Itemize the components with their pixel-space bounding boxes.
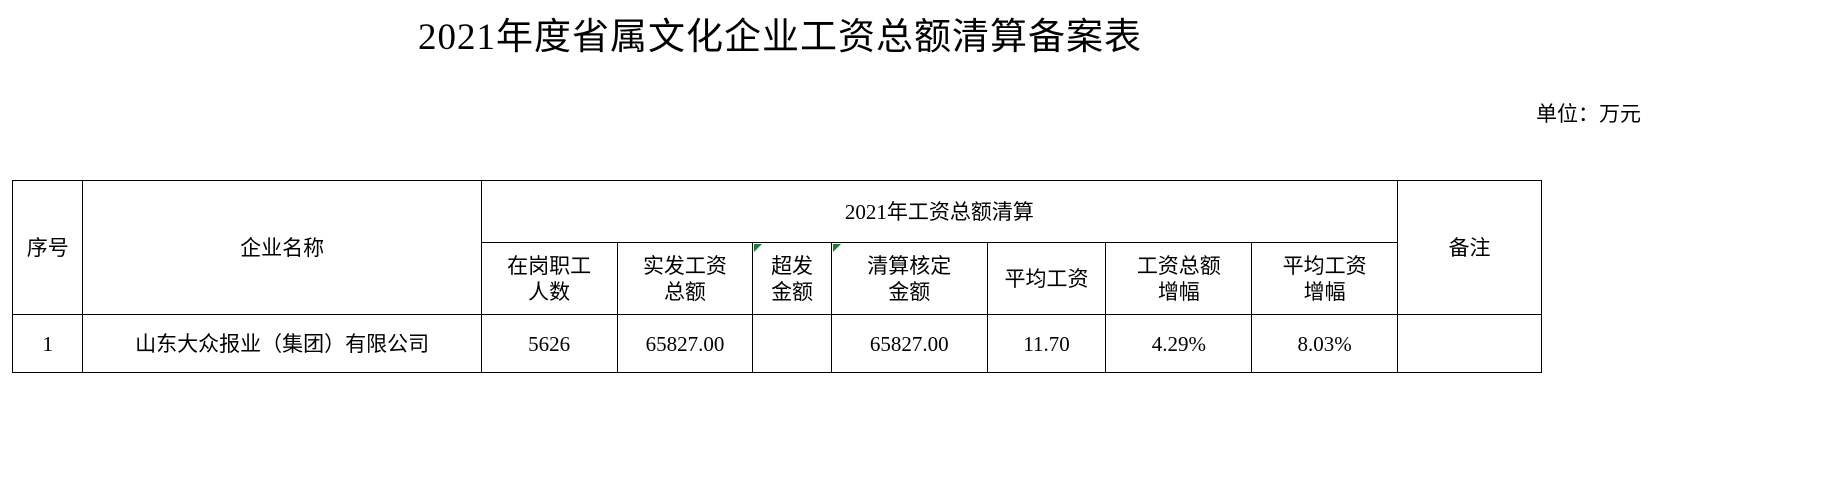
header-seq: 序号 [11,180,84,315]
cell-paid-total: 65827.00 [616,314,754,373]
header-paid-total-line2: 总额 [663,279,706,304]
header-staff-count-line1: 在岗职工 [507,253,592,278]
cell-total-growth: 4.29% [1105,314,1253,373]
header-total-growth-line2: 增幅 [1157,279,1200,304]
table-row: 1 山东大众报业（集团）有限公司 5626 65827.00 65827.00 … [11,314,1542,373]
wage-settlement-table: 序号 企业名称 2021年工资总额清算 备注 在岗职工 人数 实发工资 总额 [11,180,1542,373]
cell-seq: 1 [11,314,84,373]
header-total-growth: 工资总额 增幅 [1105,242,1253,315]
header-paid-total-line1: 实发工资 [642,253,727,278]
header-company-name: 企业名称 [82,180,482,315]
header-paid-total: 实发工资 总额 [616,242,754,315]
header-staff-count: 在岗职工 人数 [480,242,618,315]
page-title: 2021年度省属文化企业工资总额清算备案表 [418,17,1142,58]
cell-overpay [752,314,832,373]
header-remark: 备注 [1397,180,1542,315]
header-settlement-group: 2021年工资总额清算 [480,180,1399,243]
header-avg-growth-line2: 增幅 [1303,279,1346,304]
cell-settled-amount: 65827.00 [830,314,988,373]
header-settled-line1: 清算核定 [867,253,952,278]
header-settled-amount: 清算核定 金额 [830,242,988,315]
cell-staff-count: 5626 [480,314,618,373]
header-settled-line2: 金额 [888,279,931,304]
header-total-growth-line1: 工资总额 [1136,253,1221,278]
header-avg-growth: 平均工资 增幅 [1251,242,1399,315]
unit-note: 单位：万元 [1536,102,1641,126]
header-overpay-line2: 金额 [771,279,814,304]
comment-flag-icon [754,244,763,252]
header-avg-growth-line1: 平均工资 [1282,253,1367,278]
header-staff-count-line2: 人数 [528,279,571,304]
cell-avg-growth: 8.03% [1251,314,1399,373]
header-overpay-line1: 超发 [771,253,814,278]
table-header-sub-row: 在岗职工 人数 实发工资 总额 超发 金额 清算核定 [13,242,1542,315]
cell-average-wage: 11.70 [986,314,1107,373]
header-average-wage: 平均工资 [986,242,1107,315]
header-overpay: 超发 金额 [752,242,832,315]
cell-remark [1397,314,1542,373]
table-header-group-row: 序号 企业名称 2021年工资总额清算 备注 [11,180,1542,315]
cell-company-name: 山东大众报业（集团）有限公司 [82,314,482,373]
wage-settlement-table-wrapper: 序号 企业名称 2021年工资总额清算 备注 在岗职工 人数 实发工资 总额 [11,180,1542,373]
comment-flag-icon [832,244,841,252]
